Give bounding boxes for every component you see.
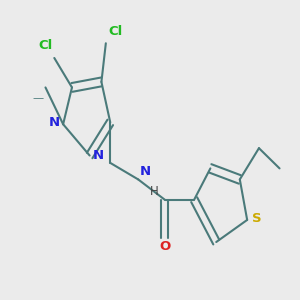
Text: —: — bbox=[33, 93, 44, 103]
Text: N: N bbox=[140, 165, 151, 178]
Text: N: N bbox=[49, 116, 60, 129]
Text: H: H bbox=[149, 185, 158, 198]
Text: S: S bbox=[253, 212, 262, 225]
Text: N: N bbox=[93, 149, 104, 162]
Text: O: O bbox=[159, 240, 170, 253]
Text: Cl: Cl bbox=[108, 25, 122, 38]
Text: Cl: Cl bbox=[39, 40, 53, 52]
